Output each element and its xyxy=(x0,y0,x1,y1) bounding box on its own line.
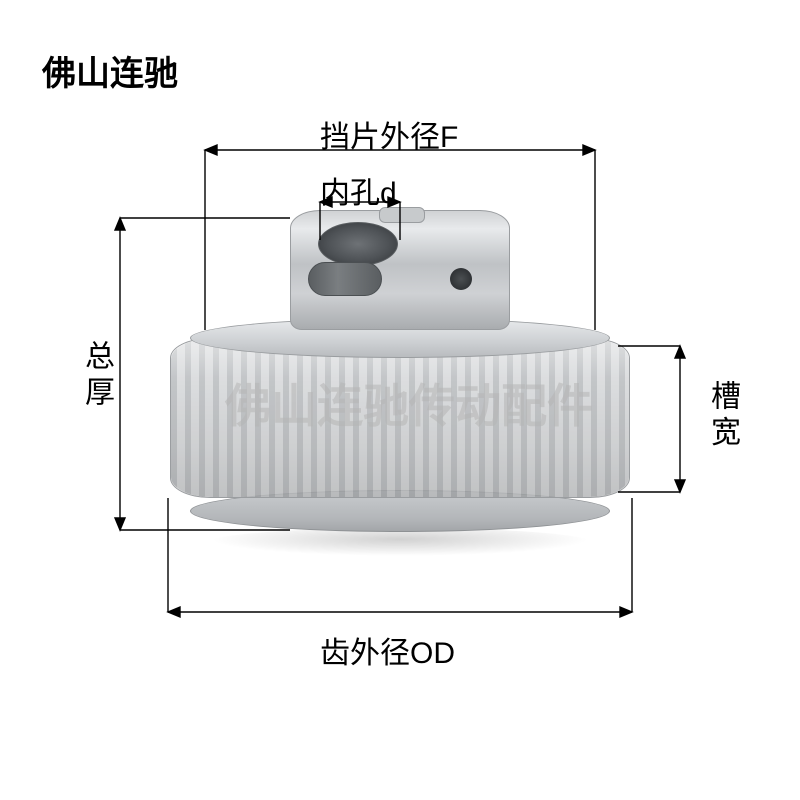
label-total-thk: 总厚 xyxy=(74,340,118,412)
label-bore-d: 内孔d xyxy=(320,168,397,212)
label-outer-OD: 齿外径OD xyxy=(320,628,455,672)
label-groove-w: 槽宽 xyxy=(700,380,744,452)
label-flange-F: 挡片外径F xyxy=(320,112,458,156)
